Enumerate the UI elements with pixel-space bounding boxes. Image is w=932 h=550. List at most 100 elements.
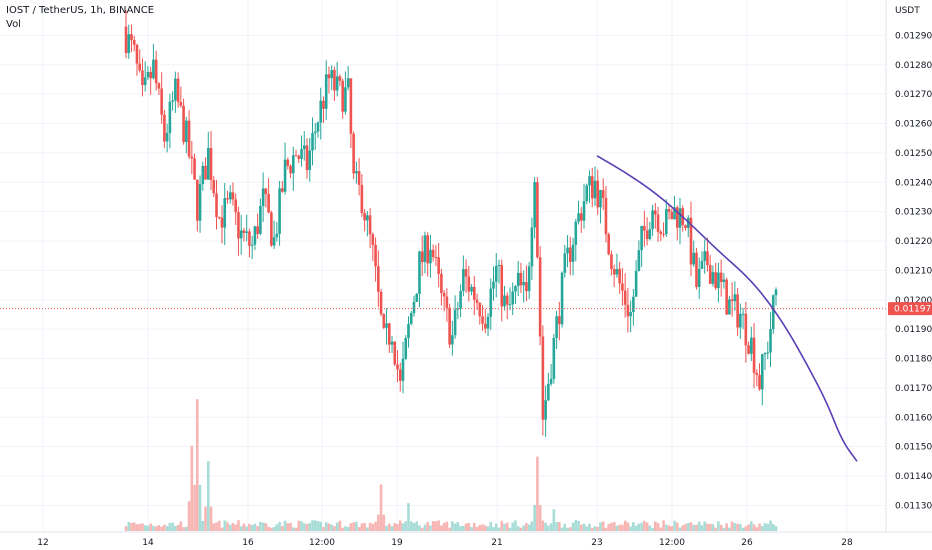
candle-body [212,180,216,194]
candle-body [157,83,161,89]
candle-body [355,171,358,174]
volume-bar [300,521,303,531]
candle-body [739,313,742,328]
volume-bar [618,524,621,531]
candle-body [418,251,421,294]
candle-body [478,302,482,317]
candle-body [209,148,213,181]
volume-bar [525,523,528,531]
candle-body [541,336,545,420]
time-tick-label: 16 [242,538,254,548]
time-axis[interactable]: 12 14 16 12:00 19 21 23 12:00 26 28 [37,538,853,548]
candle-body [308,150,312,170]
candle-body [555,316,558,338]
volume-bar [415,521,419,531]
candle-body [722,279,726,283]
volume-bar [286,523,290,531]
candle-body [599,190,602,208]
volume-bar [648,525,652,531]
volume-bar [579,524,583,531]
volume-bar [157,525,161,531]
volume-bar [505,522,509,531]
candle-body [585,185,589,202]
candle-body [473,286,476,300]
volume-bar [771,524,775,531]
volume-bar [165,526,169,531]
candle-body [730,299,734,302]
candle-body [448,307,451,345]
candle-body [596,180,600,208]
candle-body [341,80,344,112]
candle-body [678,208,682,228]
time-tick-label: 26 [741,538,753,548]
candle-body [231,192,235,200]
volume-bar [146,525,150,531]
volume-bar [588,523,591,531]
price-tick-label: 0.01150 [895,443,932,453]
candle-body [440,273,443,294]
volume-bar [547,525,550,531]
time-tick-label: 28 [841,538,853,548]
price-axis[interactable]: 0.01130 0.01140 0.01150 0.01160 0.01170 0.011… [895,31,932,511]
candle-body [154,59,158,84]
candle-body [324,74,328,109]
volume-bar [555,522,558,531]
volume-bar [645,522,649,531]
candle-body [242,230,246,233]
volume-bar [654,521,657,531]
candle-body [237,212,240,239]
candle-body [708,265,712,284]
volume-bar [440,525,443,531]
candle-body [579,213,583,221]
volume-bar [327,523,331,531]
volume-bar [464,523,468,531]
price-tick-label: 0.01230 [895,208,932,218]
candle-body [187,120,191,157]
volume-bar [692,524,696,531]
candle-body [654,210,657,215]
volume-bar [541,520,545,531]
candle-body [604,197,608,235]
volume-bar [217,520,221,531]
candle-body [714,272,717,289]
volume-bar [396,523,399,531]
candle-body [442,293,446,297]
candle-body [667,209,671,212]
candle-body [270,212,273,246]
candle-body [522,282,525,286]
volume-bar [313,520,317,531]
candle-body [675,207,679,228]
price-tick-label: 0.01140 [895,472,932,482]
candle-body [558,316,561,325]
candle-body [483,323,487,329]
volume-bar [481,524,484,531]
candle-body [760,354,764,390]
time-tick-label: 23 [591,538,602,548]
volume-bar [590,527,594,531]
volume-bar [270,527,273,531]
candle-body [648,229,652,240]
volume-bar [722,527,726,531]
candle-body [725,279,728,315]
volume-bar [664,524,668,531]
candle-body [651,210,654,230]
volume-bar [714,527,717,531]
volume-bar [467,522,471,531]
candle-body [127,34,131,53]
candle-body [313,131,317,134]
projection-curve[interactable] [596,155,858,462]
candle-body [327,74,331,79]
candle-body [302,145,306,149]
volume-bar [237,520,240,531]
volume-bar [750,521,753,531]
candle-body [286,159,290,166]
candle-body [371,234,375,245]
candle-body [626,304,630,317]
candle-body [149,71,152,79]
candle-body [623,290,627,305]
candle-body [357,171,361,185]
candle-body [366,215,369,221]
candle-body [423,235,427,263]
volume-bar [149,523,152,531]
